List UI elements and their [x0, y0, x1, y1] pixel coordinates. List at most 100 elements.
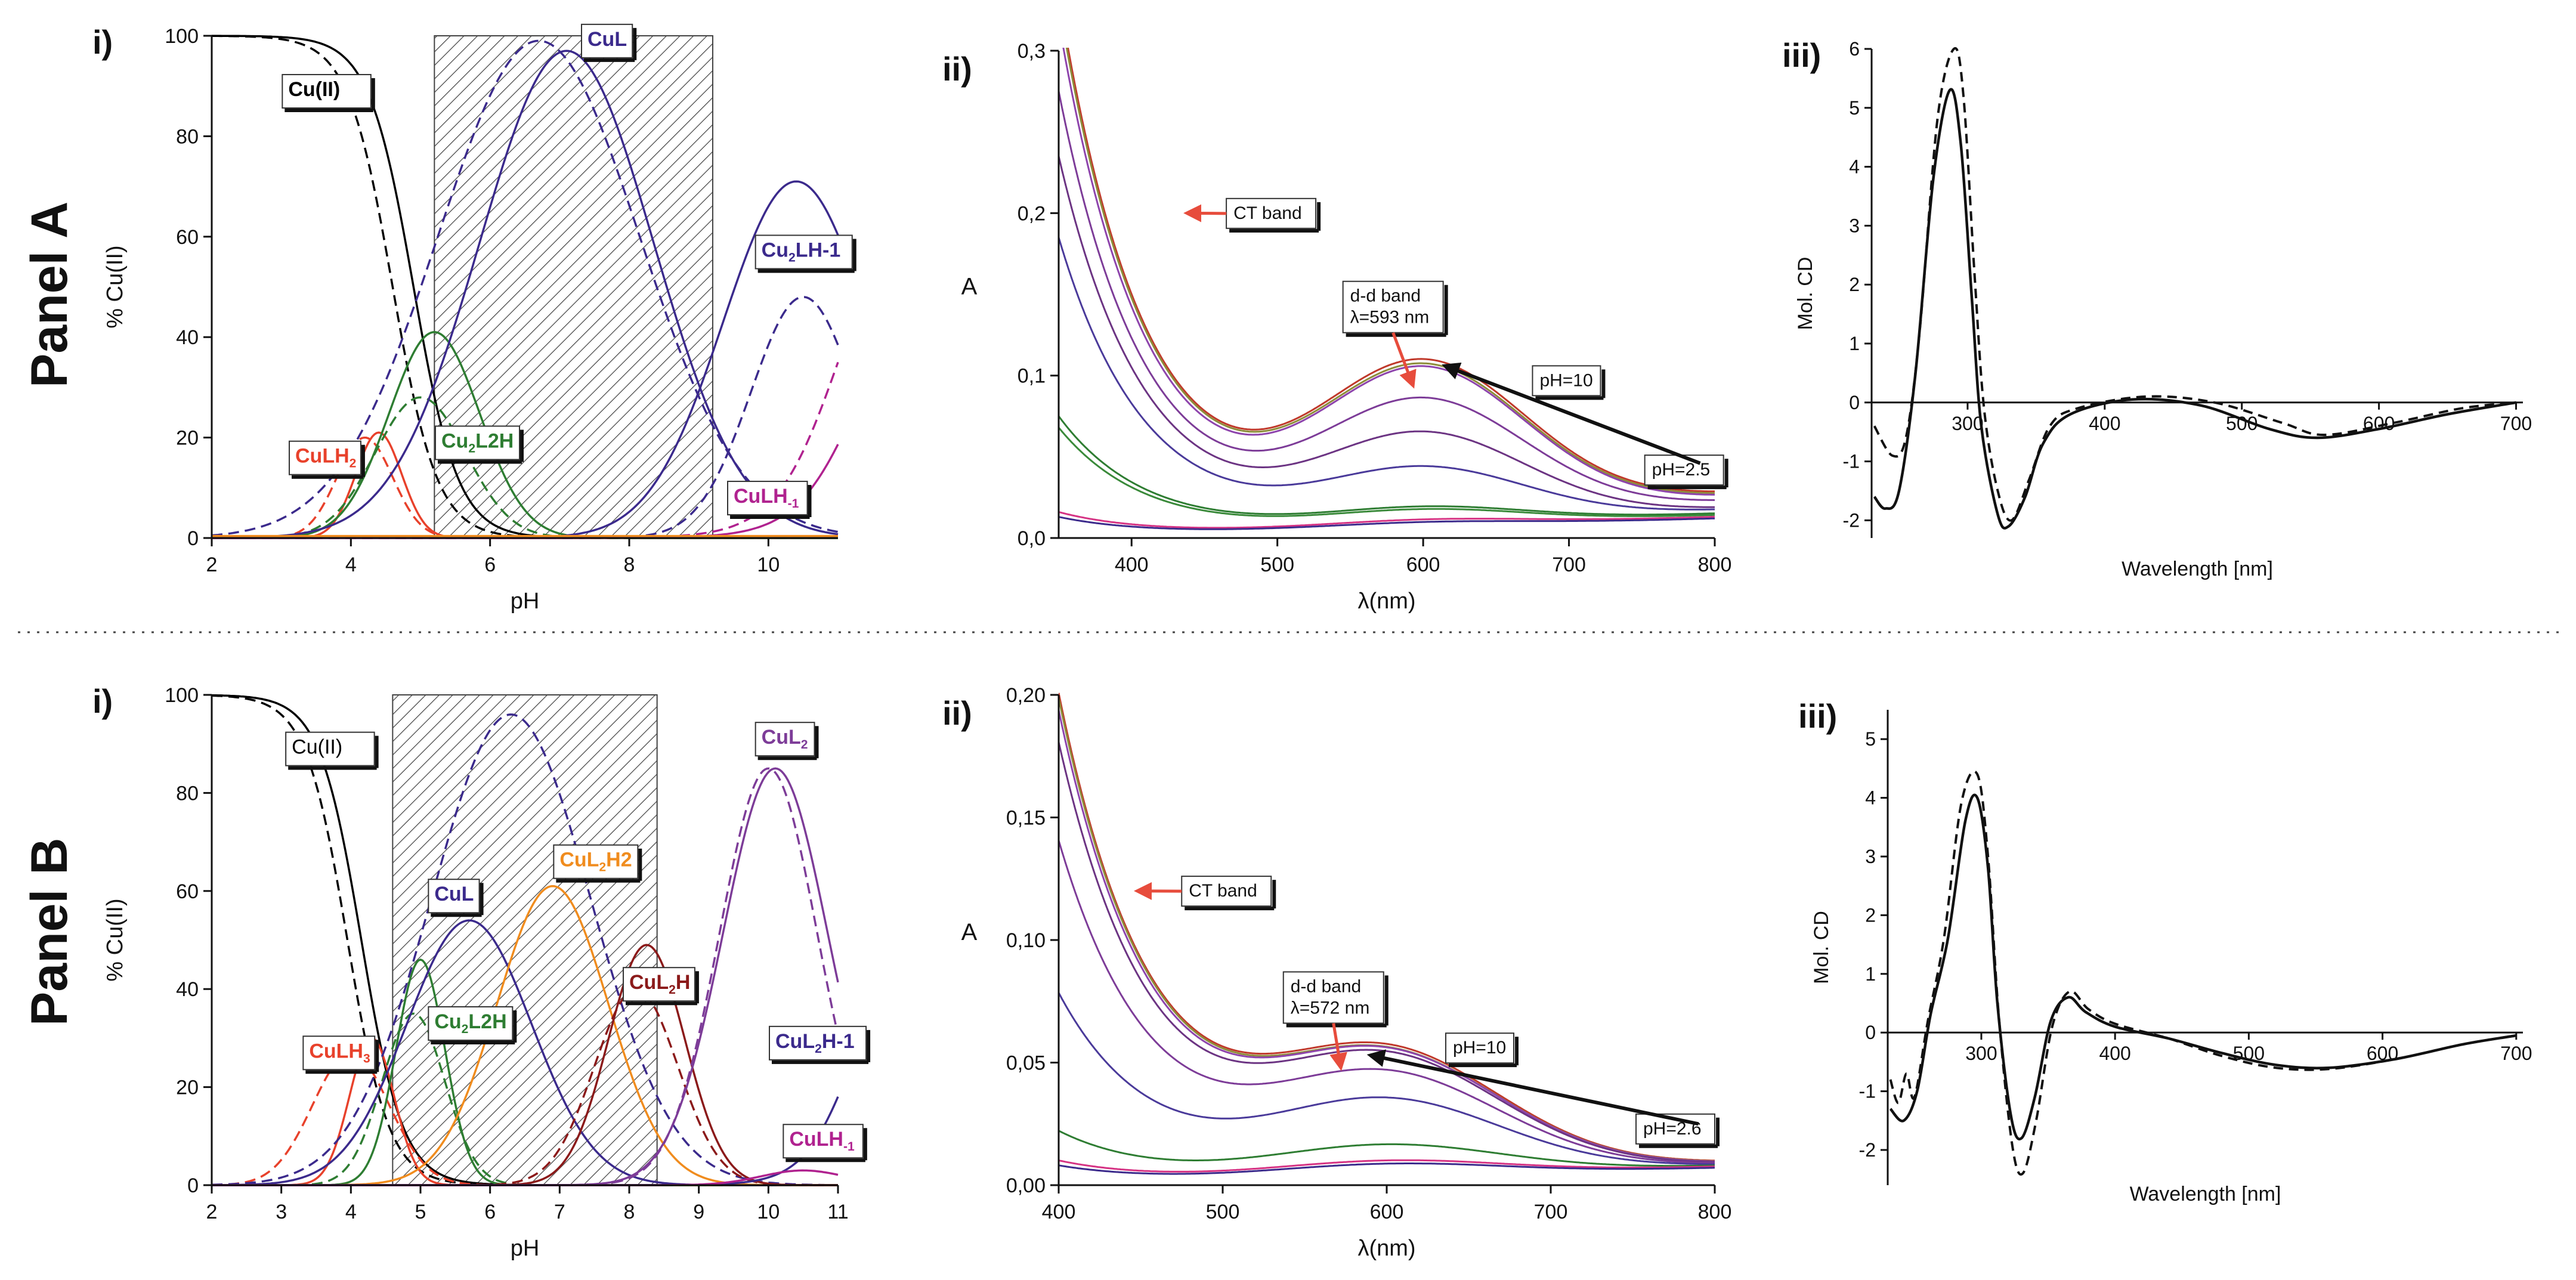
label-box	[289, 440, 361, 475]
x-tick-label: 7	[554, 1201, 565, 1223]
species-label: CuLH-1	[727, 481, 812, 520]
y-tick-label: -1	[1859, 1081, 1876, 1102]
x-tick-label: 6	[484, 554, 496, 576]
subscript: -1	[843, 1140, 855, 1154]
x-tick-label: 10	[757, 554, 780, 576]
label-part: CuLH	[309, 1040, 363, 1062]
absorbance-curve	[1059, 156, 1715, 508]
label-box	[285, 731, 375, 766]
x-tick-label: 500	[1206, 1201, 1240, 1223]
species-label-text: CuLH-1	[734, 485, 799, 511]
absorbance-curve	[1059, 516, 1715, 530]
y-tick-label: 5	[1865, 728, 1876, 750]
x-tick-label: 500	[1260, 554, 1294, 576]
label-part: Cu(II)	[288, 78, 340, 101]
panel-a-label: Panel A	[21, 202, 78, 388]
species-label-text: Cu2L2H	[434, 1010, 506, 1036]
x-tick-label: 700	[1534, 1201, 1568, 1223]
y-axis-label: A	[961, 274, 978, 300]
label-box	[769, 1025, 867, 1061]
annotation-box	[1181, 876, 1272, 907]
absorbance-curve	[1059, 697, 1715, 1162]
label-part: CuL	[629, 971, 669, 994]
y-tick-label: 1	[1849, 333, 1860, 354]
x-tick-label: 8	[624, 554, 635, 576]
y-axis-label: % Cu(II)	[103, 245, 128, 328]
y-tick-label: 2	[1865, 904, 1876, 926]
x-tick-label: 11	[827, 1201, 848, 1223]
shaded-region	[392, 694, 658, 1186]
x-tick-label: 300	[1965, 1043, 1997, 1064]
species-label-text: CuL2H-1	[775, 1030, 855, 1056]
species-label-text: CuL	[434, 883, 474, 905]
label-part: L2H	[468, 1010, 506, 1033]
species-label: Cu(II)	[282, 74, 375, 113]
y-tick-label: 60	[176, 880, 199, 903]
x-axis-label: λ(nm)	[1357, 1236, 1415, 1261]
y-tick-label: 40	[176, 326, 199, 349]
x-tick-label: 400	[2099, 1043, 2130, 1064]
uvvis-chart-A2: ii) A CT band d-d band λ=593 nm pH=10 pH=2.5 40…	[942, 40, 1731, 614]
panel-b-label: Panel B	[21, 838, 78, 1026]
absorbance-curve	[1059, 237, 1715, 511]
annotation-arrow	[1391, 332, 1417, 389]
label-box	[282, 74, 372, 109]
x-axis-label: Wavelength [nm]	[2130, 1183, 2281, 1205]
subscript: -1	[788, 497, 799, 511]
subscript: 2	[462, 1022, 469, 1036]
label-box	[302, 1035, 376, 1071]
panel-letter: ii)	[942, 694, 972, 732]
subscript: 2	[801, 738, 808, 752]
annotation-text: pH=10	[1539, 370, 1592, 390]
subscript: 2	[788, 251, 796, 264]
x-tick-label: 700	[1552, 554, 1586, 576]
y-tick-label: 0,05	[1006, 1052, 1046, 1075]
x-axis-label: Wavelength [nm]	[2122, 558, 2273, 580]
y-tick-label: 0,20	[1006, 684, 1046, 707]
species-curve-dashed	[211, 713, 838, 1186]
y-tick-label: -2	[1843, 509, 1860, 531]
y-axis-label: % Cu(II)	[103, 898, 128, 981]
species-label: CuL	[581, 23, 637, 62]
x-tick-label: 800	[1698, 1201, 1732, 1223]
species-label: CuL2H-1	[769, 1025, 871, 1064]
species-label-text: CuLH2	[295, 445, 356, 471]
label-box	[783, 1124, 864, 1159]
y-tick-label: 1	[1865, 963, 1876, 985]
cd-curve-dashed	[1889, 770, 2517, 1176]
x-tick-label: 400	[2089, 413, 2120, 434]
absorbance-curve	[1059, 511, 1715, 529]
y-tick-label: 80	[176, 782, 199, 805]
x-tick-label: 600	[1406, 554, 1440, 576]
subscript: 2	[350, 457, 357, 471]
y-tick-label: 40	[176, 978, 199, 1001]
x-tick-label: 700	[2500, 1043, 2532, 1064]
label-part: CuL	[434, 883, 474, 905]
absorbance-curve	[1059, 992, 1715, 1165]
x-axis-label: pH	[511, 1236, 540, 1261]
y-tick-label: 0,2	[1018, 202, 1046, 225]
species-label: CuL2H2	[553, 844, 642, 883]
x-tick-label: 6	[484, 1201, 496, 1223]
y-tick-label: 0,3	[1018, 40, 1046, 63]
absorbance-curve	[1059, 1162, 1715, 1175]
species-label: CuL	[428, 879, 484, 917]
label-part: CuL	[587, 28, 627, 51]
annotation-text: λ=593 nm	[1350, 308, 1430, 327]
cd-curve-solid	[1889, 793, 2517, 1140]
annotation-text: d-d band	[1350, 286, 1421, 306]
absorbance-curve	[1062, 48, 1715, 496]
absorbance-curve	[1067, 48, 1715, 493]
y-tick-label: 3	[1849, 215, 1860, 236]
species-label: CuLH2	[289, 440, 365, 479]
y-tick-label: 4	[1865, 787, 1876, 809]
y-axis-label: A	[961, 919, 978, 945]
species-label: CuL2	[754, 722, 819, 760]
label-part: CuL	[775, 1030, 815, 1053]
x-tick-label: 2	[206, 1201, 218, 1223]
cd-curve-solid	[1873, 88, 2516, 530]
absorbance-curve	[1059, 840, 1715, 1164]
